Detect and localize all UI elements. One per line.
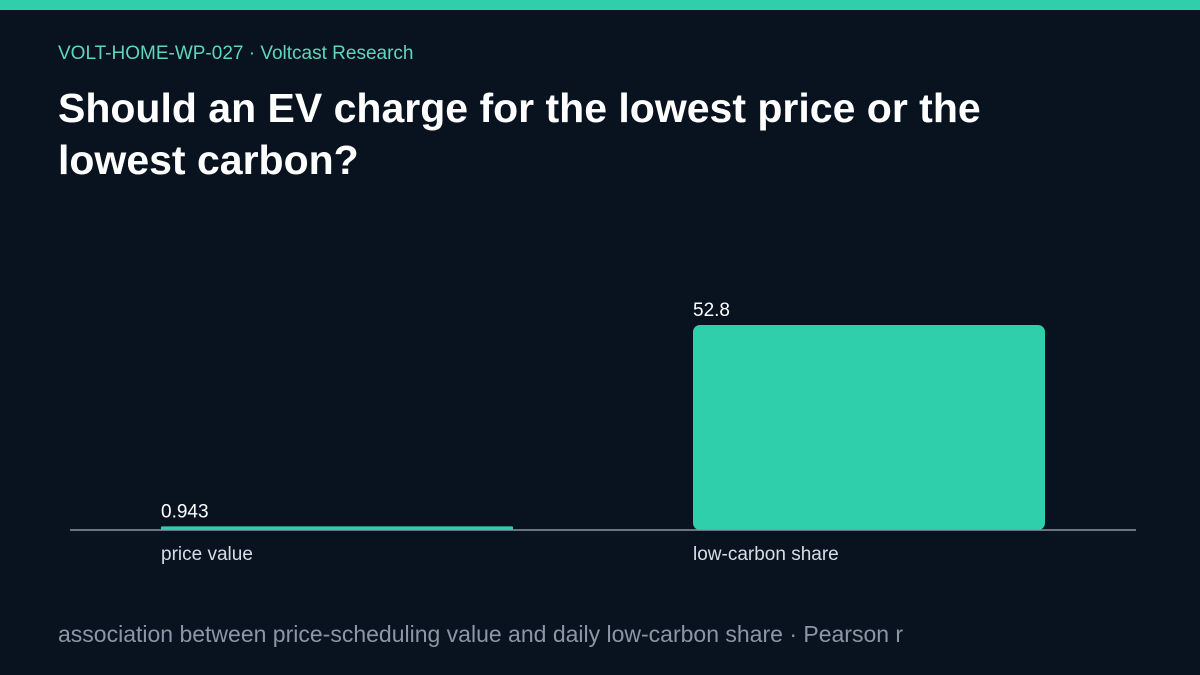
bar-value-label: 52.8 <box>693 300 730 321</box>
bar-1 <box>161 526 513 530</box>
category-label: low-carbon share <box>693 544 839 565</box>
chart-footnote: association between price-scheduling val… <box>58 621 904 647</box>
bars-layer <box>161 325 1045 530</box>
report-kicker: VOLT-HOME-WP-027 · Voltcast Research <box>58 43 414 64</box>
category-label: price value <box>161 544 253 565</box>
accent-top-bar <box>0 0 1200 10</box>
page-title: Should an EV charge for the lowest price… <box>58 85 981 183</box>
labels-layer: 0.943 price value 52.8 low-carbon share <box>161 300 839 565</box>
bar-2 <box>693 325 1045 530</box>
bar-value-label: 0.943 <box>161 501 209 522</box>
